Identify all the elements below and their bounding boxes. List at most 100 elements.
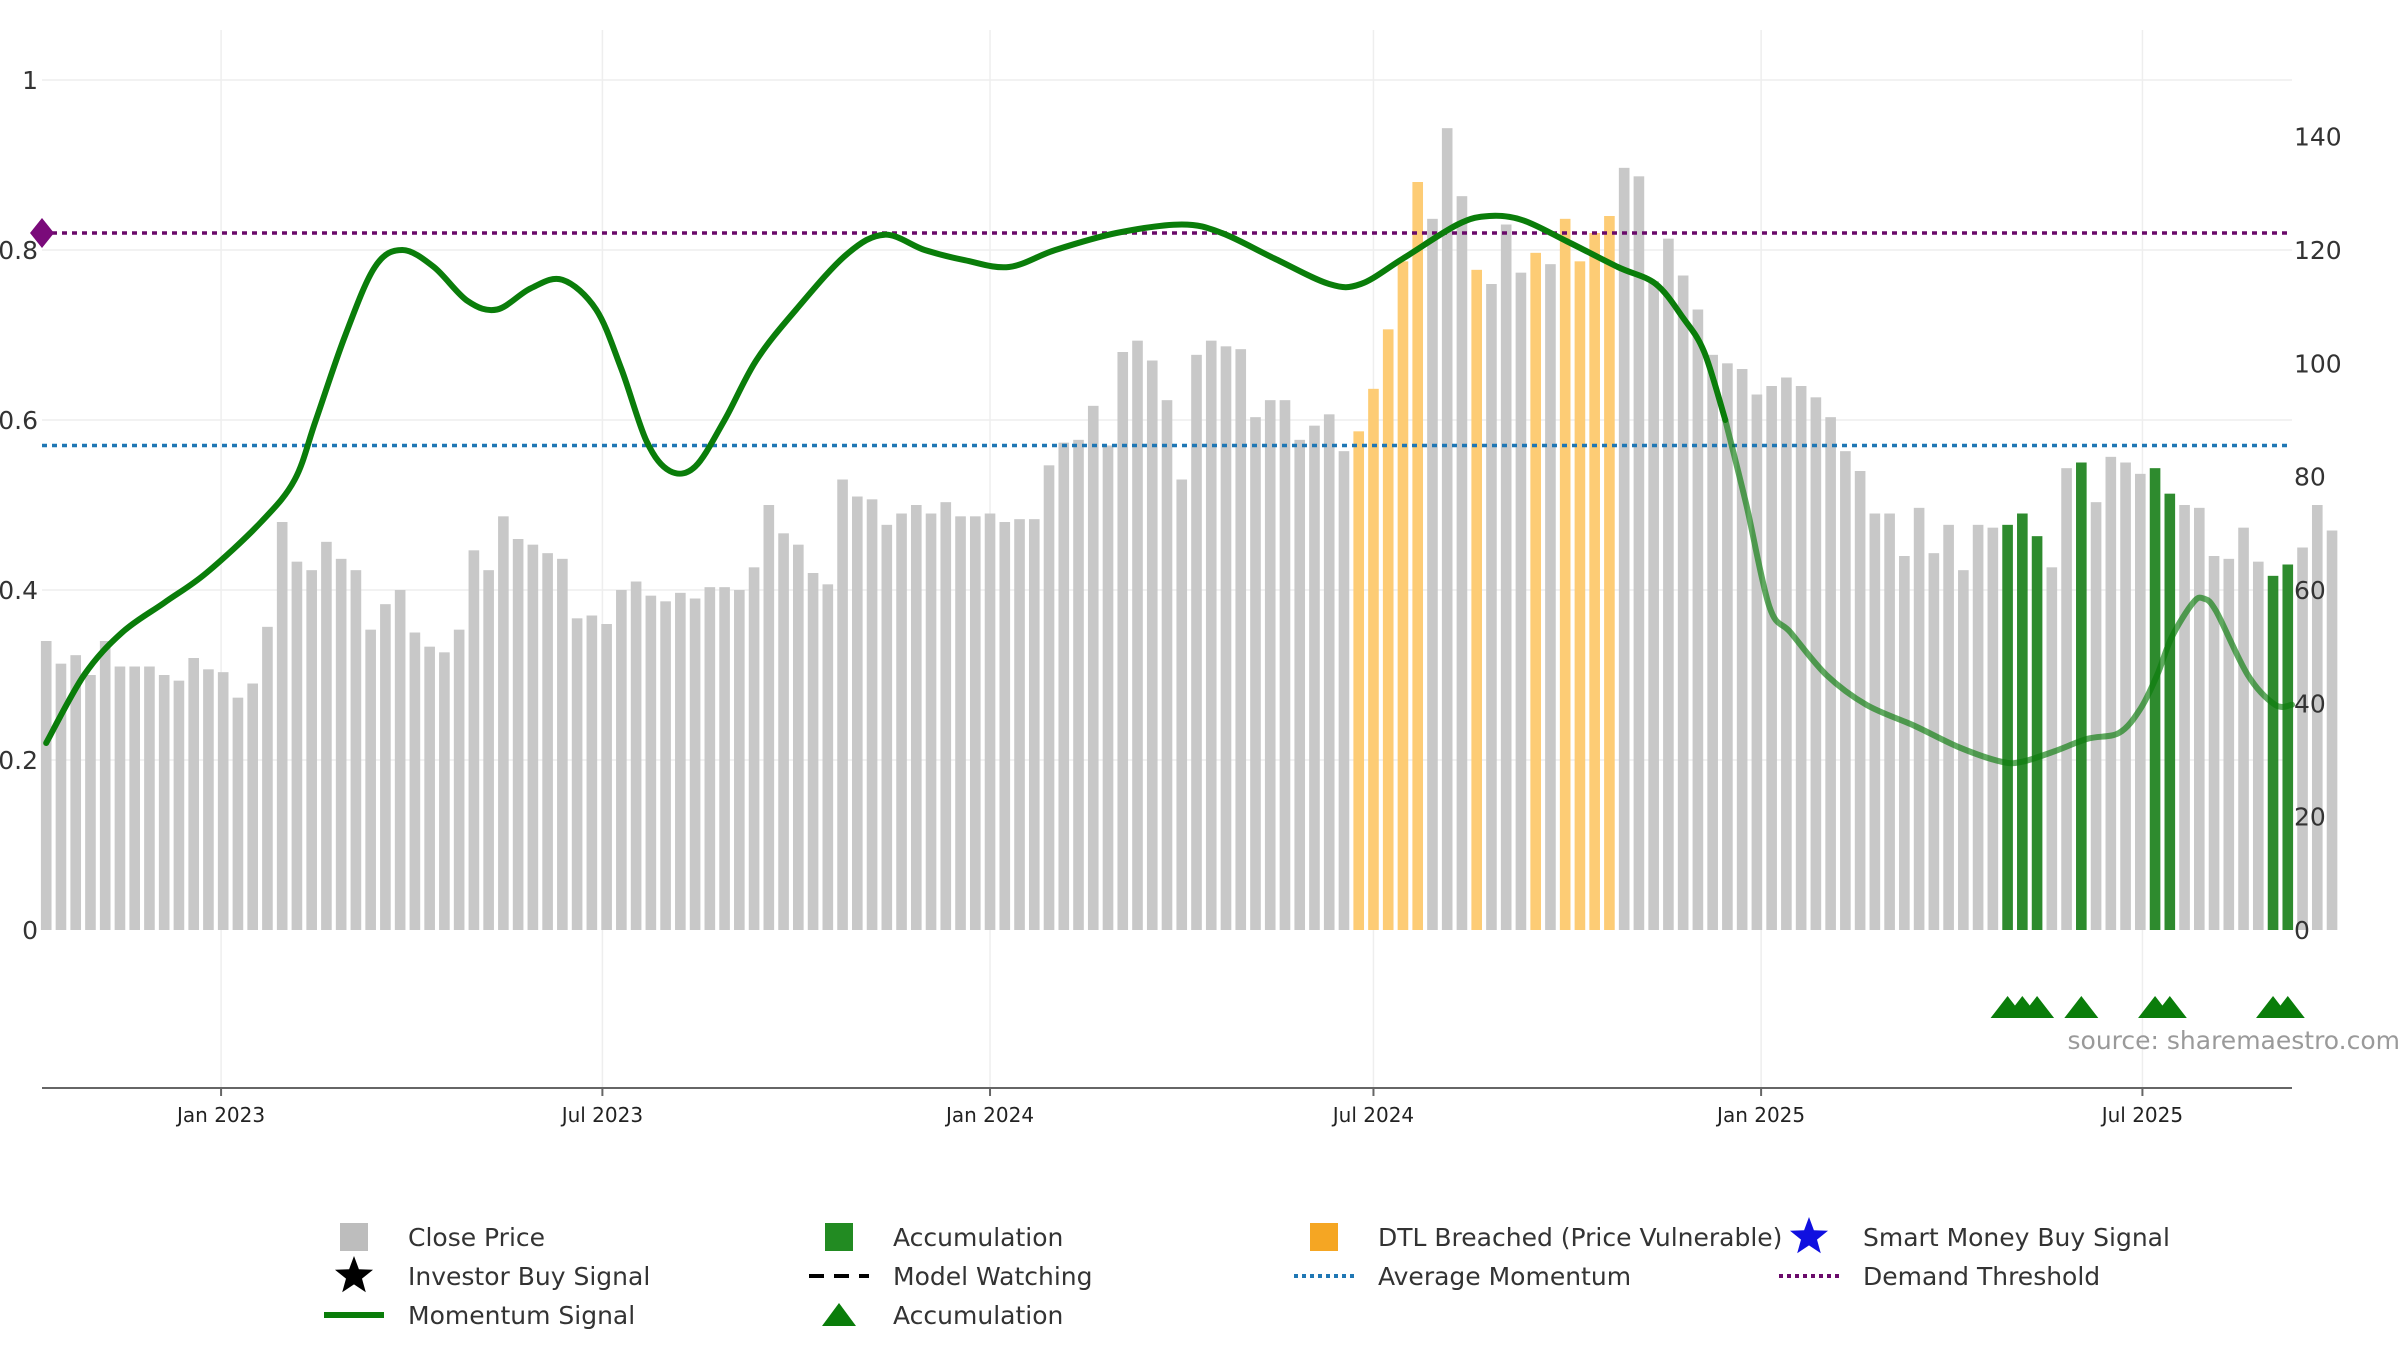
price-bar xyxy=(793,544,804,930)
price-bar xyxy=(778,533,789,930)
price-bar xyxy=(675,592,686,930)
y-right-tick-label: 140 xyxy=(2294,123,2342,152)
accumulation-triangle xyxy=(2020,996,2055,1018)
price-bar xyxy=(1058,442,1070,930)
legend-label: DTL Breached (Price Vulnerable) xyxy=(1378,1223,1782,1252)
price-bar xyxy=(365,629,376,930)
accumulation-bar xyxy=(2002,524,2013,930)
price-bar xyxy=(557,558,568,930)
price-bar xyxy=(1220,346,1232,930)
price-bar xyxy=(70,655,82,930)
price-bar xyxy=(1441,128,1453,930)
price-bar xyxy=(1515,272,1527,931)
price-bar xyxy=(1913,507,1925,930)
legend-item: Model Watching xyxy=(809,1262,1093,1291)
price-bar xyxy=(468,550,480,930)
price-bar xyxy=(1500,224,1512,930)
y-right-tick-label: 0 xyxy=(2294,916,2310,945)
price-bar xyxy=(881,524,893,930)
y-right-tick-label: 60 xyxy=(2294,576,2326,605)
accumulation-bar xyxy=(2164,493,2176,930)
price-bar xyxy=(1087,405,1099,930)
price-bar xyxy=(1028,519,1040,930)
price-bar xyxy=(498,516,509,930)
price-bar xyxy=(1073,439,1084,930)
y-left-tick-label: 0.8 xyxy=(0,236,38,265)
dtl-breached-bar xyxy=(1574,261,1586,930)
price-bar xyxy=(173,680,185,930)
price-bar xyxy=(1205,340,1217,931)
price-bar xyxy=(1235,349,1247,931)
price-bar xyxy=(999,522,1011,930)
y-right-tick-label: 20 xyxy=(2294,803,2326,832)
accumulation-triangle xyxy=(2152,996,2187,1018)
price-bar xyxy=(129,666,141,930)
price-bar xyxy=(306,570,317,930)
price-bar xyxy=(1707,354,1718,930)
price-bar xyxy=(380,604,391,930)
price-bar xyxy=(394,590,406,930)
price-bar xyxy=(1677,275,1689,930)
price-bar xyxy=(144,666,155,930)
price-bar xyxy=(203,669,214,930)
price-bar xyxy=(2297,547,2308,930)
price-bar xyxy=(1825,417,1836,931)
legend-item: Investor Buy Signal xyxy=(335,1256,650,1293)
price-bar xyxy=(1043,465,1055,930)
price-bar xyxy=(586,615,598,930)
accumulation-triangle xyxy=(2270,996,2305,1018)
price-bar xyxy=(262,626,273,930)
price-bar xyxy=(188,658,199,930)
legend: Close Price Accumulation DTL Breached (Pri… xyxy=(324,1217,2170,1330)
price-bar xyxy=(630,581,642,930)
price-bar xyxy=(55,663,67,930)
price-bar xyxy=(1781,377,1792,930)
legend-square-icon xyxy=(1310,1223,1338,1251)
price-bar xyxy=(158,675,170,930)
price-bar xyxy=(232,697,244,930)
accumulation-bar xyxy=(2076,462,2087,930)
price-bars xyxy=(40,128,2338,931)
legend-label: Average Momentum xyxy=(1378,1262,1631,1291)
price-bar xyxy=(85,675,96,930)
y-right-tick-label: 100 xyxy=(2294,349,2342,378)
momentum-line-solid xyxy=(43,212,1729,746)
dtl-breached-bar xyxy=(1382,329,1394,930)
legend-star-icon xyxy=(1790,1217,1828,1254)
price-bar xyxy=(1264,400,1276,931)
price-bar xyxy=(2252,561,2264,930)
reference-lines xyxy=(42,231,2292,448)
price-bar xyxy=(1987,527,1999,930)
price-bar xyxy=(1161,400,1173,931)
price-bar xyxy=(2046,567,2058,930)
accumulation-bar xyxy=(2267,575,2279,930)
x-tick-label: Jan 2023 xyxy=(175,1103,265,1127)
x-tick-label: Jan 2024 xyxy=(944,1103,1034,1127)
price-bar xyxy=(453,629,465,930)
price-bar xyxy=(689,598,701,930)
price-bar xyxy=(763,505,775,930)
x-tick-label: Jul 2025 xyxy=(2100,1103,2183,1127)
price-bar xyxy=(40,641,52,930)
legend-star-icon xyxy=(335,1256,373,1293)
x-tick-label: Jan 2025 xyxy=(1715,1103,1805,1127)
dtl-breached-bar xyxy=(1604,216,1615,930)
price-bar xyxy=(2311,505,2323,930)
price-bar xyxy=(1928,553,1940,930)
legend-label: Accumulation xyxy=(893,1301,1063,1330)
price-bar xyxy=(1766,386,1777,930)
dtl-breached-bar xyxy=(1471,269,1482,930)
legend-label: Close Price xyxy=(408,1223,545,1252)
price-bar xyxy=(984,513,996,930)
price-bar xyxy=(99,641,111,930)
price-bar xyxy=(645,595,657,930)
momentum-line-faded xyxy=(1722,417,2295,767)
dtl-breached-bar xyxy=(1368,388,1379,930)
y-left-tick-label: 0 xyxy=(22,916,38,945)
y-left-tick-label: 0.6 xyxy=(0,406,38,435)
price-bar xyxy=(837,479,848,930)
price-bar xyxy=(1427,218,1438,931)
dtl-breached-bar xyxy=(1589,233,1600,930)
legend-item: Momentum Signal xyxy=(324,1301,635,1330)
accumulation-bar xyxy=(2017,513,2028,930)
